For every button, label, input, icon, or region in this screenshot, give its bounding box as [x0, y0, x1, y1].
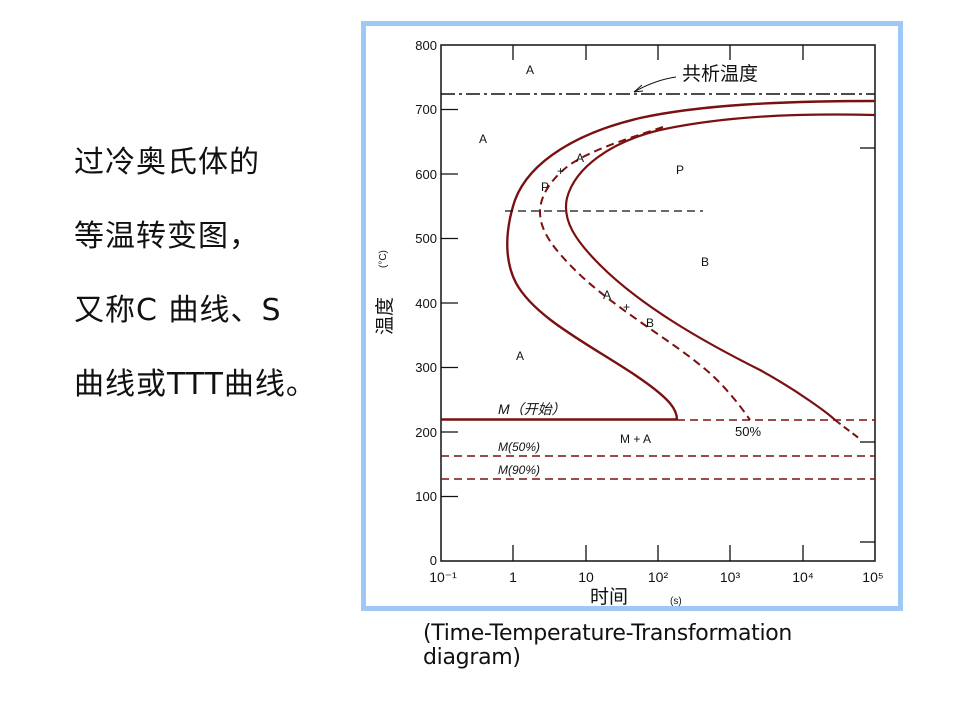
svg-text:A: A: [479, 132, 487, 146]
fifty-percent-curve: [538, 126, 751, 421]
slide-description: 过冷奥氏体的 等温转变图， 又称C 曲线、S 曲线或TTT曲线。: [74, 148, 344, 444]
svg-text:+: +: [623, 300, 630, 314]
finish-curve: [564, 113, 876, 421]
y-axis-title: 温度: [374, 297, 396, 335]
y-axis-unit: (°C): [378, 250, 389, 268]
svg-text:B: B: [646, 316, 654, 330]
x-axis-unit: (s): [670, 596, 682, 607]
svg-text:700: 700: [415, 102, 437, 117]
svg-text:10: 10: [578, 569, 594, 585]
svg-text:0: 0: [430, 553, 437, 568]
y-axis-ticks: [441, 108, 875, 543]
plot-area: [440, 44, 876, 562]
svg-text:300: 300: [415, 360, 437, 375]
x-axis-ticks: [512, 45, 804, 561]
svg-text:A: A: [516, 349, 524, 363]
region-labels: A A A P B M + A P + A A + B 50%: [479, 63, 761, 446]
svg-text:1: 1: [509, 569, 517, 585]
svg-text:M(50%): M(50%): [498, 440, 540, 454]
start-curve: [506, 99, 876, 421]
svg-text:A: A: [603, 288, 611, 302]
svg-text:200: 200: [415, 425, 437, 440]
svg-text:10²: 10²: [648, 569, 669, 585]
svg-text:P: P: [676, 163, 684, 177]
description-line-4: 曲线或TTT曲线。: [74, 367, 317, 402]
svg-text:100: 100: [415, 489, 437, 504]
svg-text:50%: 50%: [735, 424, 761, 439]
caption-line-1: (Time-Temperature-Transformation: [423, 621, 793, 646]
description-line-2: 等温转变图，: [74, 219, 260, 254]
svg-text:M（开始）: M（开始）: [498, 401, 566, 417]
y-tick-labels: 800 700 600 500 400 300 200 100 0: [415, 38, 437, 568]
svg-text:600: 600: [415, 167, 437, 182]
svg-text:10⁻¹: 10⁻¹: [429, 569, 457, 585]
svg-text:+: +: [557, 164, 564, 178]
svg-text:800: 800: [415, 38, 437, 53]
x-axis-title: 时间: [590, 586, 628, 608]
svg-text:A: A: [526, 63, 534, 77]
x-tick-labels: 10⁻¹ 1 10 10² 10³ 10⁴ 10⁵: [429, 569, 884, 585]
caption-line-2: diagram): [423, 645, 521, 670]
eutectoid-arrow: [633, 76, 677, 93]
description-line-3: 又称C 曲线、S: [74, 293, 282, 328]
description-line-1: 过冷奥氏体的: [74, 145, 260, 180]
martensite-labels: M（开始） M(50%) M(90%): [498, 401, 566, 477]
svg-text:B: B: [701, 255, 709, 269]
svg-text:M(90%): M(90%): [498, 463, 540, 477]
svg-text:10³: 10³: [720, 569, 741, 585]
svg-text:400: 400: [415, 296, 437, 311]
svg-text:M + A: M + A: [620, 432, 651, 446]
svg-text:A: A: [576, 151, 584, 165]
svg-text:10⁴: 10⁴: [792, 569, 814, 585]
finish-extrapolated: [834, 419, 861, 440]
svg-text:P: P: [541, 180, 549, 194]
svg-text:10⁵: 10⁵: [862, 569, 883, 585]
diagram-caption: (Time-Temperature-Transformation diagram…: [423, 622, 792, 670]
svg-text:500: 500: [415, 231, 437, 246]
eutectoid-label: 共析温度: [682, 63, 758, 85]
